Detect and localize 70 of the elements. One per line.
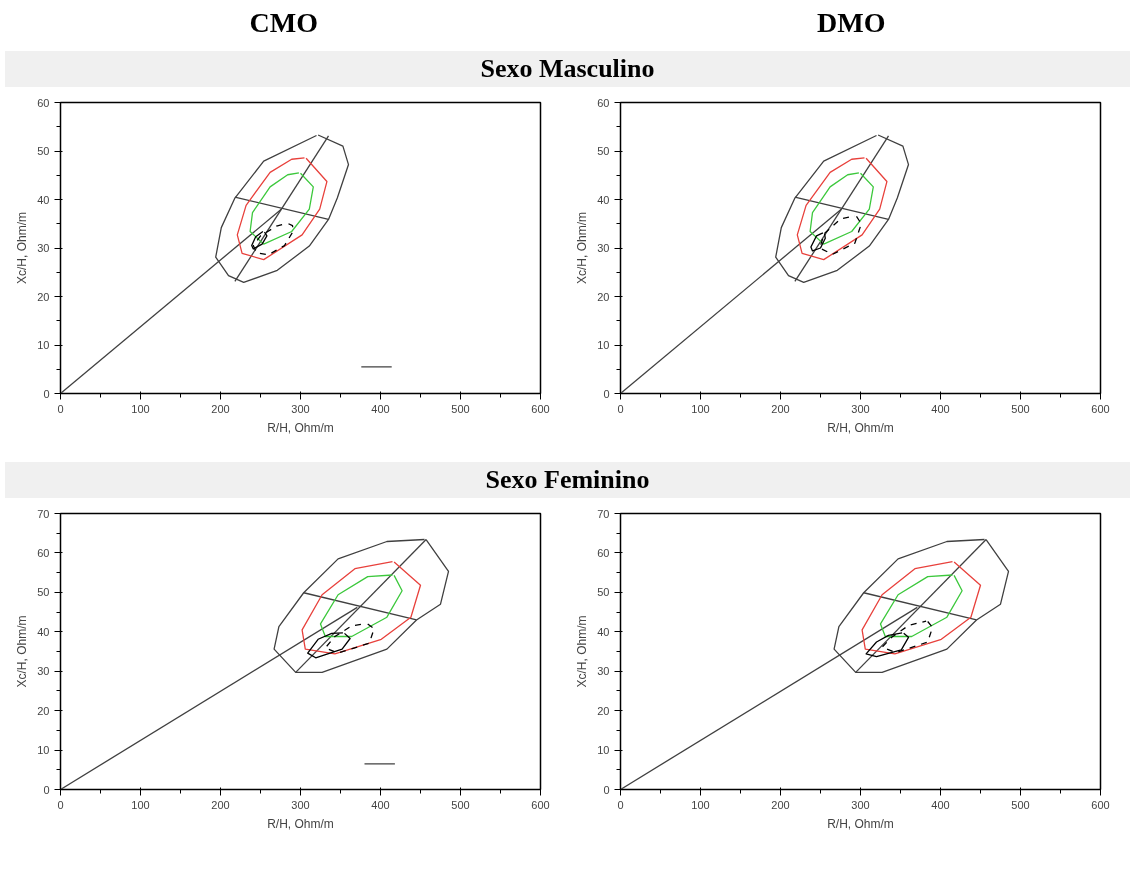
x-tick-label: 600 [531, 402, 550, 415]
y-tick-label: 20 [597, 704, 610, 717]
x-tick-label: 600 [1091, 402, 1110, 415]
y-tick-label: 30 [597, 242, 610, 254]
y-tick-label: 40 [37, 625, 50, 638]
y-axis-title: Xc/H, Ohm/m [575, 615, 590, 688]
x-axis-title: R/H, Ohm/m [267, 420, 334, 435]
x-tick-label: 300 [291, 798, 310, 811]
y-tick-label: 0 [603, 387, 610, 400]
x-tick-label: 400 [931, 798, 950, 811]
y-tick-label: 50 [597, 586, 610, 599]
y-tick-label: 60 [597, 546, 610, 559]
y-tick-label: 50 [37, 145, 50, 157]
y-tick-label: 60 [37, 546, 50, 559]
y-tick-label: 40 [597, 625, 610, 638]
x-tick-label: 100 [691, 402, 710, 415]
y-axis-title: Xc/H, Ohm/m [15, 615, 30, 688]
y-tick-label: 10 [37, 744, 50, 757]
x-tick-label: 0 [617, 402, 624, 415]
x-tick-label: 400 [371, 402, 390, 415]
y-tick-label: 10 [597, 339, 610, 351]
x-tick-label: 100 [691, 798, 710, 811]
x-tick-label: 0 [57, 402, 64, 415]
y-tick-label: 10 [597, 744, 610, 757]
y-tick-label: 40 [597, 193, 610, 206]
x-tick-label: 200 [771, 798, 790, 811]
x-axis-title: R/H, Ohm/m [827, 816, 894, 831]
x-axis-title: R/H, Ohm/m [267, 816, 334, 831]
y-tick-label: 60 [37, 96, 50, 109]
x-tick-label: 500 [1011, 798, 1030, 811]
y-tick-label: 50 [597, 145, 610, 157]
x-tick-label: 0 [57, 798, 64, 811]
y-tick-label: 0 [603, 783, 610, 796]
x-axis-title: R/H, Ohm/m [827, 420, 894, 435]
chart-subtitle: Sexo Masculino [480, 53, 655, 85]
x-tick-label: 200 [771, 402, 790, 415]
y-tick-label: 30 [37, 242, 50, 254]
y-axis-title: Xc/H, Ohm/m [15, 211, 30, 284]
y-tick-label: 30 [597, 665, 610, 678]
x-tick-label: 0 [617, 798, 624, 811]
chart-title: CMO [249, 6, 318, 40]
y-tick-label: 60 [597, 96, 610, 109]
y-tick-label: 0 [43, 387, 50, 400]
x-tick-label: 500 [451, 798, 470, 811]
x-tick-label: 100 [131, 798, 150, 811]
x-tick-label: 300 [851, 798, 870, 811]
x-tick-label: 500 [451, 402, 470, 415]
y-tick-label: 40 [37, 193, 50, 206]
chart-subtitle: Sexo Feminino [485, 464, 650, 496]
y-tick-label: 70 [37, 507, 50, 520]
x-tick-label: 400 [931, 402, 950, 415]
y-tick-label: 70 [597, 507, 610, 520]
y-axis-title: Xc/H, Ohm/m [575, 211, 590, 284]
x-tick-label: 200 [211, 402, 230, 415]
chart-title: DMO [817, 6, 886, 40]
y-tick-label: 10 [37, 339, 50, 351]
x-tick-label: 500 [1011, 402, 1030, 415]
x-tick-label: 200 [211, 798, 230, 811]
y-tick-label: 20 [597, 290, 610, 303]
x-tick-label: 100 [131, 402, 150, 415]
x-tick-label: 400 [371, 798, 390, 811]
x-tick-label: 600 [531, 798, 550, 811]
x-tick-label: 300 [851, 402, 870, 415]
x-tick-label: 600 [1091, 798, 1110, 811]
y-tick-label: 30 [37, 665, 50, 678]
x-tick-label: 300 [291, 402, 310, 415]
y-tick-label: 50 [37, 586, 50, 599]
y-tick-label: 20 [37, 290, 50, 303]
y-tick-label: 0 [43, 783, 50, 796]
y-tick-label: 20 [37, 704, 50, 717]
